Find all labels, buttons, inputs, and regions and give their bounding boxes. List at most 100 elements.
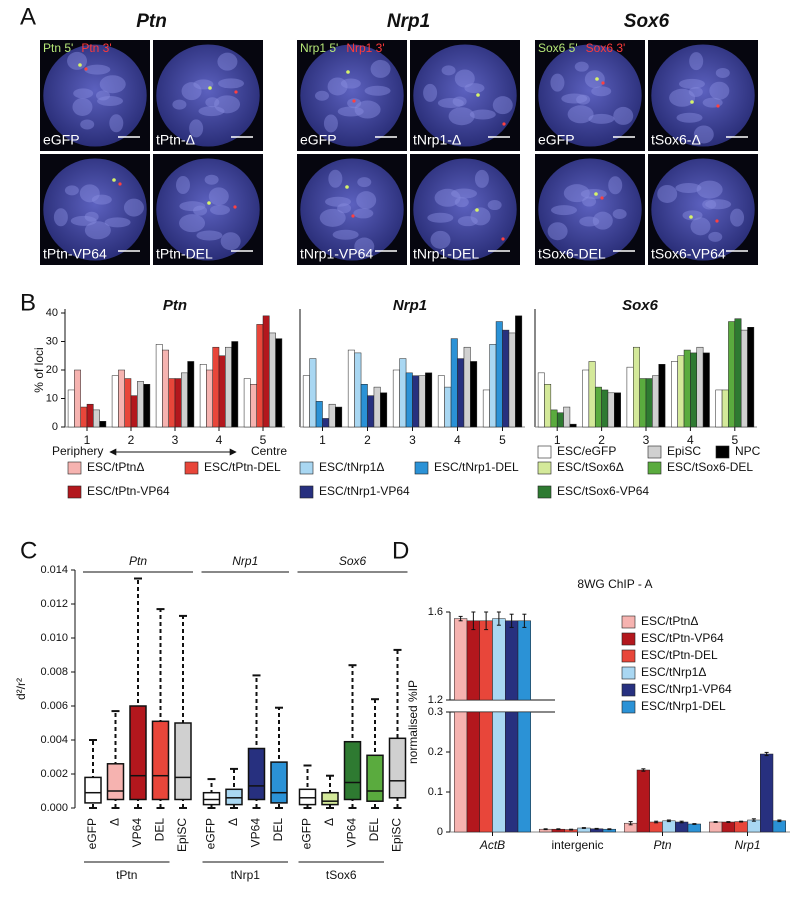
- nucleus: [156, 158, 260, 261]
- group-title: Ptn: [129, 554, 147, 568]
- x-tick-label: 3: [643, 433, 650, 447]
- y-tick-label: 0.000: [40, 802, 68, 814]
- legend-label: ESC/tNrp1Δ: [641, 665, 706, 679]
- chromatin: [84, 211, 99, 222]
- bar: [772, 820, 786, 833]
- x-tick-label: eGFP: [85, 818, 99, 849]
- bar: [662, 820, 676, 833]
- box: [129, 705, 147, 801]
- red-signal: [118, 182, 122, 186]
- chromatin: [613, 106, 634, 125]
- image-label: tPtn-DEL: [156, 246, 213, 262]
- red-signal: [233, 205, 237, 209]
- chromatin: [592, 211, 613, 230]
- legend-label: ESC/tPtn-DEL: [204, 460, 281, 474]
- legend-label: NPC: [735, 444, 761, 458]
- bar-upper: [505, 620, 519, 701]
- probe-5-label: Nrp1 5': [300, 41, 338, 55]
- chromatin: [669, 88, 696, 107]
- box: [298, 788, 317, 806]
- legend-label: ESC/tPtn-VP64: [641, 631, 724, 645]
- x-tick-label: eGFP: [204, 818, 218, 849]
- chromatin: [584, 70, 605, 89]
- chromatin: [474, 169, 489, 188]
- red-signal: [234, 90, 238, 94]
- green-signal: [345, 185, 349, 189]
- chromatin: [370, 59, 391, 78]
- x-tick-label: ActB: [479, 838, 505, 852]
- bar: [380, 392, 388, 428]
- chromatin: [434, 188, 461, 207]
- chromatin: [657, 184, 678, 203]
- bar: [728, 321, 736, 428]
- chromatin: [340, 78, 361, 89]
- bar: [556, 412, 564, 428]
- x-tick-label: VP64: [130, 818, 144, 848]
- bar: [658, 364, 666, 428]
- probe-5-label: Sox6 5': [538, 41, 578, 55]
- y-tick-label: 10: [46, 392, 58, 404]
- bar: [544, 384, 552, 428]
- x-tick-label: Δ: [322, 818, 336, 826]
- chromatin: [84, 64, 111, 75]
- x-tick-label: EpiSC: [175, 818, 189, 852]
- x-tick-label: DEL: [153, 818, 167, 842]
- chromatin: [561, 93, 588, 104]
- chromatin: [452, 96, 467, 107]
- red-signal: [601, 81, 605, 85]
- chromatin: [487, 200, 502, 211]
- image-label: tSox6-VP64: [651, 246, 726, 262]
- box: [174, 722, 192, 801]
- bar: [399, 358, 407, 428]
- group-title: Nrp1: [232, 554, 258, 568]
- x-tick-label: Ptn: [653, 838, 671, 852]
- chromatin: [109, 114, 124, 133]
- bar: [588, 361, 596, 428]
- y-tick-label: 0.002: [40, 768, 68, 780]
- chromatin: [423, 83, 438, 102]
- bar: [517, 711, 531, 833]
- red-signal: [502, 122, 506, 126]
- bar: [715, 389, 723, 428]
- bar-upper: [479, 620, 493, 701]
- bar: [302, 375, 310, 428]
- bar: [515, 315, 523, 428]
- nucleus: [413, 158, 517, 261]
- bar: [137, 381, 144, 428]
- chromatin: [64, 185, 79, 196]
- bar: [162, 349, 169, 428]
- bar: [492, 711, 506, 833]
- chromatin: [550, 73, 565, 92]
- box: [84, 776, 102, 804]
- probe-3-label: Sox6 3': [586, 41, 626, 55]
- legend-label: ESC/tPtnΔ: [87, 460, 144, 474]
- bar: [649, 821, 663, 833]
- bar: [550, 409, 558, 428]
- bar: [563, 406, 571, 428]
- red-signal: [501, 237, 505, 241]
- chromatin: [315, 90, 330, 101]
- x-annotation: Periphery: [52, 444, 103, 458]
- bar: [256, 324, 264, 428]
- bar: [489, 344, 497, 428]
- chromatin: [193, 205, 208, 216]
- chromatin: [608, 176, 623, 195]
- chromatin: [427, 212, 454, 223]
- chromatin: [451, 188, 478, 199]
- chromatin: [99, 75, 126, 94]
- probe-3-label: Ptn 3': [81, 41, 111, 55]
- bar: [675, 821, 689, 833]
- legend-swatch: [715, 445, 730, 459]
- chromatin: [79, 184, 100, 203]
- chromatin: [53, 208, 68, 227]
- panel-label: A: [20, 3, 36, 30]
- legend-swatch: [414, 461, 429, 475]
- chromatin: [214, 95, 241, 114]
- chromatin: [179, 201, 206, 212]
- legend-swatch: [621, 700, 636, 714]
- box: [321, 791, 339, 806]
- x-tick-label: EpiSC: [390, 818, 404, 852]
- legend-label: ESC/tNrp1-VP64: [641, 682, 732, 696]
- chart-title: Nrp1: [393, 297, 427, 314]
